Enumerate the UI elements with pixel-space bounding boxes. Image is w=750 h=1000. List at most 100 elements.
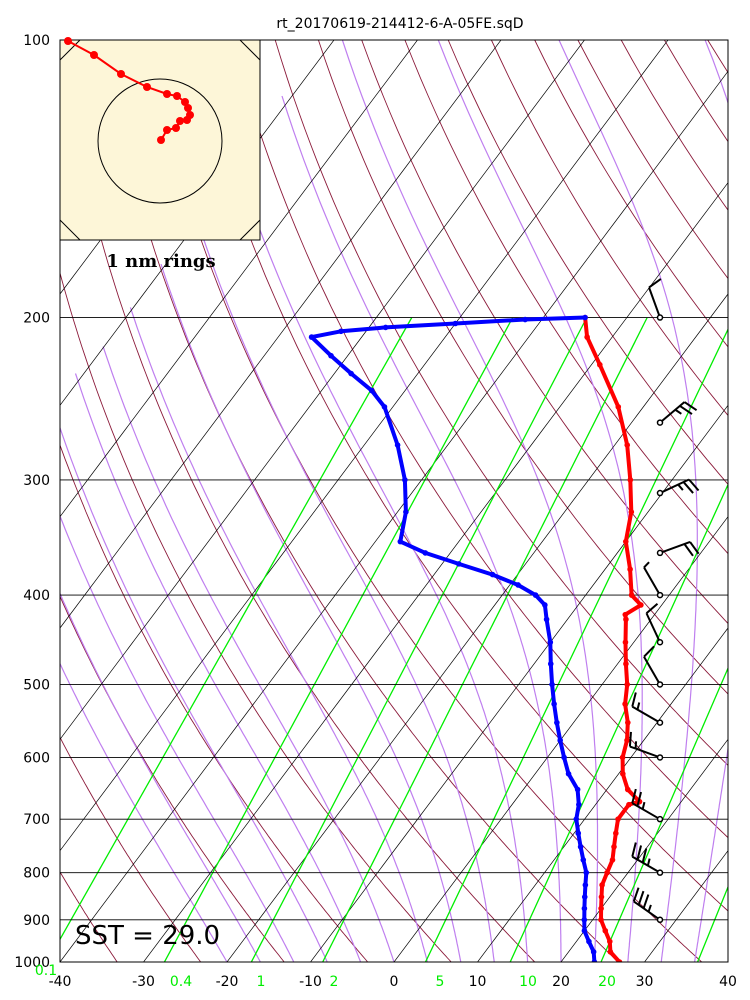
x-tick-label: 40 bbox=[719, 974, 737, 990]
dewpoint-point bbox=[580, 857, 587, 863]
inset-corner bbox=[59, 39, 81, 61]
dewpoint-point bbox=[542, 602, 548, 608]
temperature-point bbox=[627, 477, 634, 483]
dry-adiabat bbox=[274, 40, 728, 766]
dewpoint-point bbox=[549, 681, 555, 688]
dewpoint-point bbox=[308, 334, 315, 340]
dewpoint-point bbox=[543, 616, 550, 623]
temperature-point bbox=[598, 917, 604, 923]
x-tick-label: 0 bbox=[390, 974, 399, 990]
y-tick-label: 200 bbox=[23, 311, 50, 327]
track-point bbox=[183, 116, 191, 124]
mixing-ratio-line bbox=[696, 885, 728, 962]
temperature-point bbox=[626, 801, 632, 808]
wind-barb bbox=[656, 401, 698, 426]
dewpoint-point bbox=[581, 894, 588, 900]
mixing-ratio-line bbox=[163, 317, 514, 962]
mixing-ratio-label: 1 bbox=[257, 974, 266, 990]
temperature-point bbox=[618, 963, 624, 969]
isotherm bbox=[60, 40, 502, 629]
temperature-point bbox=[615, 404, 622, 410]
dewpoint-point bbox=[557, 737, 563, 744]
dry-adiabat bbox=[60, 443, 369, 962]
temperature-point bbox=[624, 681, 631, 688]
wind-barb bbox=[631, 692, 664, 726]
isotherm bbox=[560, 738, 728, 962]
dewpoint-point bbox=[547, 661, 554, 667]
dewpoint-point bbox=[402, 477, 408, 483]
temperature-point bbox=[584, 334, 590, 340]
temperature-point bbox=[624, 737, 630, 744]
dewpoint-point bbox=[582, 882, 589, 888]
track-point bbox=[163, 90, 171, 98]
moist-adiabat bbox=[341, 40, 599, 962]
dewpoint-point bbox=[328, 352, 334, 359]
dewpoint-point bbox=[338, 328, 344, 335]
dewpoint-point bbox=[590, 949, 597, 955]
temperature-point bbox=[619, 754, 626, 761]
wind-barb bbox=[648, 278, 664, 321]
x-tick-label: 30 bbox=[636, 974, 654, 990]
temperature-point bbox=[628, 509, 635, 515]
moist-adiabat bbox=[437, 40, 643, 962]
isotherm bbox=[310, 404, 728, 962]
y-tick-label: 800 bbox=[23, 866, 50, 882]
dewpoint-point bbox=[522, 316, 528, 323]
track-point bbox=[163, 126, 171, 134]
dry-adiabat bbox=[317, 40, 728, 695]
y-tick-label: 700 bbox=[23, 812, 50, 828]
mixing-ratio-label: 0.1 bbox=[35, 963, 57, 979]
wind-barb bbox=[656, 541, 700, 557]
dry-adiabat bbox=[60, 44, 536, 962]
track-point bbox=[64, 37, 72, 45]
wind-barb bbox=[628, 731, 664, 761]
mixing-ratio-line bbox=[600, 666, 728, 962]
dewpoint-point bbox=[581, 917, 588, 923]
temperature-point bbox=[613, 830, 619, 837]
y-tick-label: 600 bbox=[23, 750, 50, 766]
temperature-point bbox=[624, 442, 631, 448]
dry-adiabat bbox=[60, 870, 118, 962]
x-tick-label: -10 bbox=[299, 974, 322, 990]
dry-adiabat bbox=[0, 20, 46, 982]
track-point bbox=[117, 70, 125, 78]
temperature-point bbox=[622, 701, 628, 707]
mixing-ratio-label: 20 bbox=[598, 974, 616, 990]
dewpoint-point bbox=[452, 320, 459, 327]
dewpoint-point bbox=[403, 509, 409, 515]
isotherm bbox=[393, 516, 728, 962]
dry-adiabat bbox=[663, 40, 728, 143]
temperature-point bbox=[622, 639, 629, 646]
y-tick-label: 400 bbox=[23, 588, 50, 604]
mixing-ratio-label: 0.4 bbox=[170, 974, 192, 990]
dry-adiabat bbox=[361, 40, 728, 625]
temperature-point bbox=[615, 816, 621, 822]
temperature-point bbox=[624, 786, 631, 793]
wind-barb bbox=[656, 478, 700, 497]
x-tick-label: -40 bbox=[49, 974, 72, 990]
dewpoint-point bbox=[532, 592, 539, 598]
dry-adiabat bbox=[447, 40, 728, 485]
data-layer bbox=[308, 314, 644, 969]
wind-barb bbox=[631, 842, 664, 876]
temperature-point bbox=[620, 771, 626, 777]
track-point bbox=[184, 104, 192, 112]
isotherm bbox=[477, 627, 728, 962]
mixing-ratio-label: 5 bbox=[436, 974, 445, 990]
dewpoint-point bbox=[382, 324, 389, 331]
dewpoint-point bbox=[574, 786, 581, 793]
isotherm bbox=[226, 293, 728, 962]
temperature-point bbox=[625, 719, 631, 726]
dewpoint-point bbox=[422, 550, 429, 556]
isotherm bbox=[0, 19, 15, 981]
moist-adiabat bbox=[160, 263, 462, 962]
wind-barb bbox=[643, 645, 664, 688]
track-point bbox=[143, 83, 151, 91]
dewpoint-point bbox=[489, 571, 496, 578]
x-tick-label: 20 bbox=[552, 974, 570, 990]
temperature-point bbox=[604, 869, 610, 876]
inset-corner bbox=[59, 219, 81, 241]
mixing-ratio-line bbox=[60, 317, 413, 941]
temperature-point bbox=[607, 949, 614, 955]
